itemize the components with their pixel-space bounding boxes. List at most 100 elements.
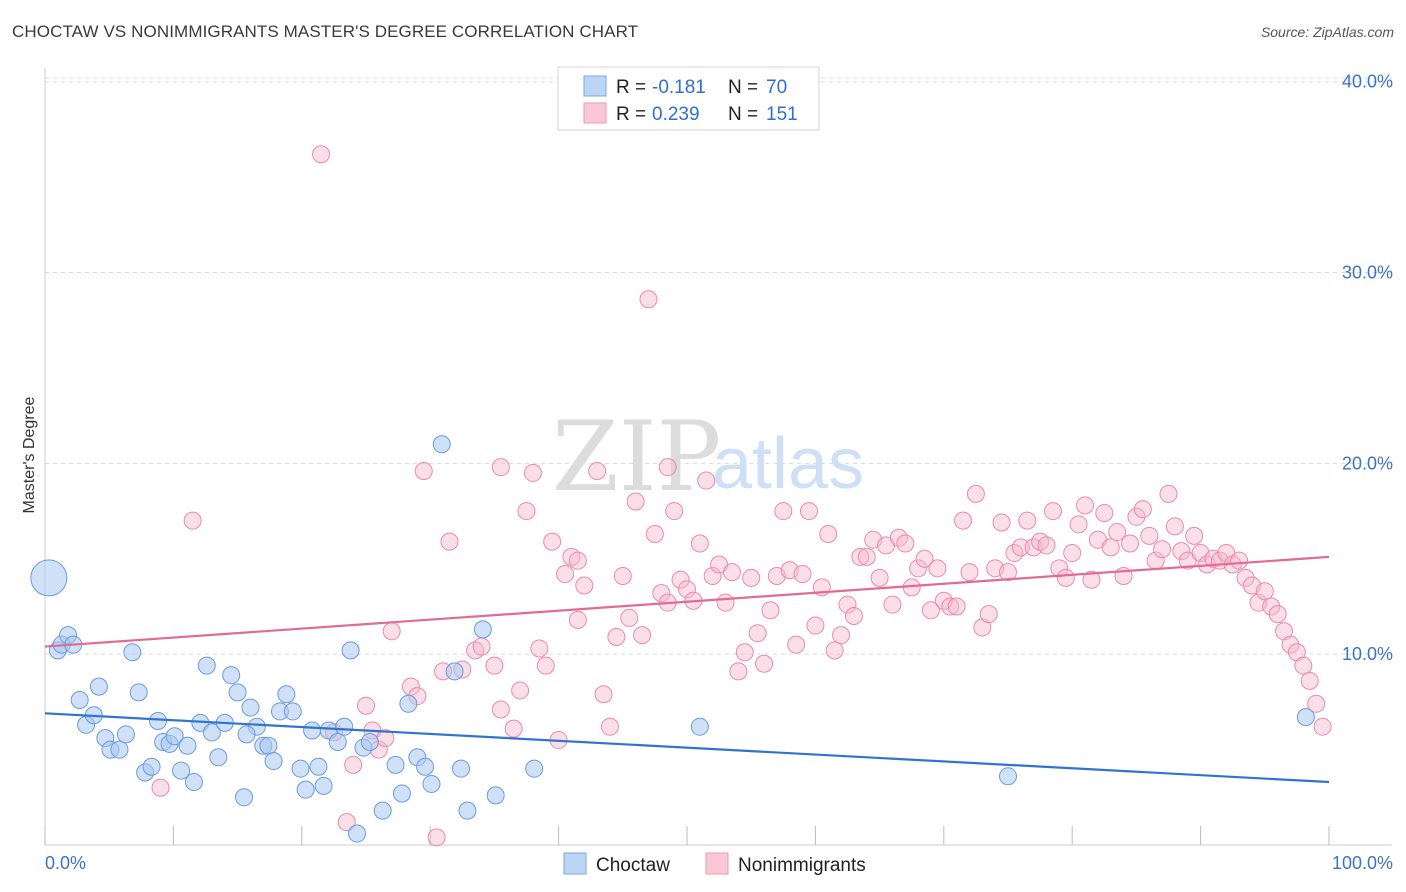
nonimmigrants-point [517,502,536,521]
choctaw-point [392,784,411,803]
choctaw-point [283,702,302,721]
choctaw-point [360,732,379,751]
nonimmigrants-point [870,568,889,587]
nonimmigrants-point [857,547,876,566]
nonimmigrants-point [1185,526,1204,545]
choctaw-point [445,662,464,681]
series-choctaw-points [30,435,1315,843]
choctaw-point [1296,708,1315,727]
x-tick-label-0: 0.0% [45,853,86,873]
choctaw-point [458,801,477,820]
nonimmigrants-point [966,484,985,503]
nonimmigrants-point [761,601,780,620]
nonimmigrants-point [151,778,170,797]
nonimmigrants-point [1300,671,1319,690]
nonimmigrants-point [941,597,960,616]
watermark: ZIP atlas [552,401,864,513]
series-nonimmigrants-points [151,145,1332,847]
nonimmigrants-point [556,565,575,584]
choctaw-point [178,736,197,755]
y-tick-labels: 10.0% 20.0% 30.0% 40.0% [1342,72,1393,664]
choctaw-point [237,725,256,744]
trend-lines [44,555,1330,784]
choctaw-point [314,776,333,795]
nonimmigrants-point [825,641,844,660]
nonimmigrants-point [652,584,671,603]
nonimmigrants-point [645,524,664,543]
nonimmigrants-point [1095,503,1114,522]
choctaw-point [291,759,310,778]
nonimmigrants-point [568,551,587,570]
choctaw-point [129,683,148,702]
nonimmigrants-point [1043,502,1062,521]
nonimmigrants-point [665,502,684,521]
nonimmigrants-point [1063,544,1082,563]
nonimmigrants-point [1050,559,1069,578]
nonimmigrants-point [697,471,716,490]
nonimmigrants-point [1127,507,1146,526]
legend-n-label-2: N = [728,104,758,125]
choctaw-point [373,801,392,820]
choctaw-point [335,717,354,736]
nonimmigrants-point [1069,515,1088,534]
nonimmigrants-point [1281,635,1300,654]
nonimmigrants-point [690,534,709,553]
nonimmigrants-point [703,566,722,585]
nonimmigrants-point [658,458,677,477]
choctaw-point [422,774,441,793]
choctaw-point [473,620,492,639]
choctaw-point [486,786,505,805]
nonimmigrants-point [472,637,491,656]
nonimmigrants-point [1018,511,1037,530]
nonimmigrants-point [1076,496,1095,515]
y-axis-label: Master's Degree [21,396,38,513]
nonimmigrants-point [992,513,1011,532]
choctaw-point [348,824,367,843]
watermark-zip: ZIP [552,401,721,513]
nonimmigrants-point [337,813,356,832]
choctaw-point [452,759,471,778]
choctaw-point [525,759,544,778]
nonimmigrants-point [793,565,812,584]
nonimmigrants-point [1108,523,1127,542]
choctaw-point [123,643,142,662]
nonimmigrants-point [1255,582,1274,601]
choctaw-point [277,685,296,704]
bottom-legend-swatch-choctaw [563,852,587,875]
watermark-atlas: atlas [712,424,864,504]
nonimmigrants-point [999,563,1017,582]
nonimmigrants-point [1140,526,1159,545]
legend-r-label-1: R = [616,77,646,98]
nonimmigrants-point [979,605,998,624]
nonimmigrants-point [568,610,587,629]
nonimmigrants-point [729,662,748,681]
choctaw-point [296,780,315,799]
choctaw-point [341,641,360,660]
nonimmigrants-point [671,570,690,589]
nonimmigrants-point [883,595,902,614]
nonimmigrants-point [1236,568,1255,587]
nonimmigrants-point [633,626,652,645]
choctaw-point [222,666,241,685]
bottom-legend-swatch-nonimmigrants [705,852,729,875]
y-tick-label-20: 20.0% [1342,453,1393,473]
nonimmigrants-point [344,755,363,774]
nonimmigrants-point [1294,656,1313,675]
legend-n-value-2: 151 [766,104,798,125]
choctaw-point [228,683,247,702]
nonimmigrants-point [523,463,542,482]
choctaw-point [197,656,216,675]
choctaw-point [202,723,221,742]
choctaw-point [303,721,322,740]
choctaw-point [148,711,167,730]
chart-title: CHOCTAW VS NONIMMIGRANTS MASTER'S DEGREE… [12,22,639,41]
y-tick-label-40: 40.0% [1342,72,1393,92]
legend-box: R = -0.181 N = 70 R = 0.239 N = 151 [557,66,820,131]
nonimmigrants-point [357,696,375,715]
nonimmigrants-trend-line [44,555,1330,648]
nonimmigrants-point [1133,500,1152,519]
choctaw-point [184,773,203,792]
nonimmigrants-point [928,559,947,578]
nonimmigrants-point [838,595,857,614]
